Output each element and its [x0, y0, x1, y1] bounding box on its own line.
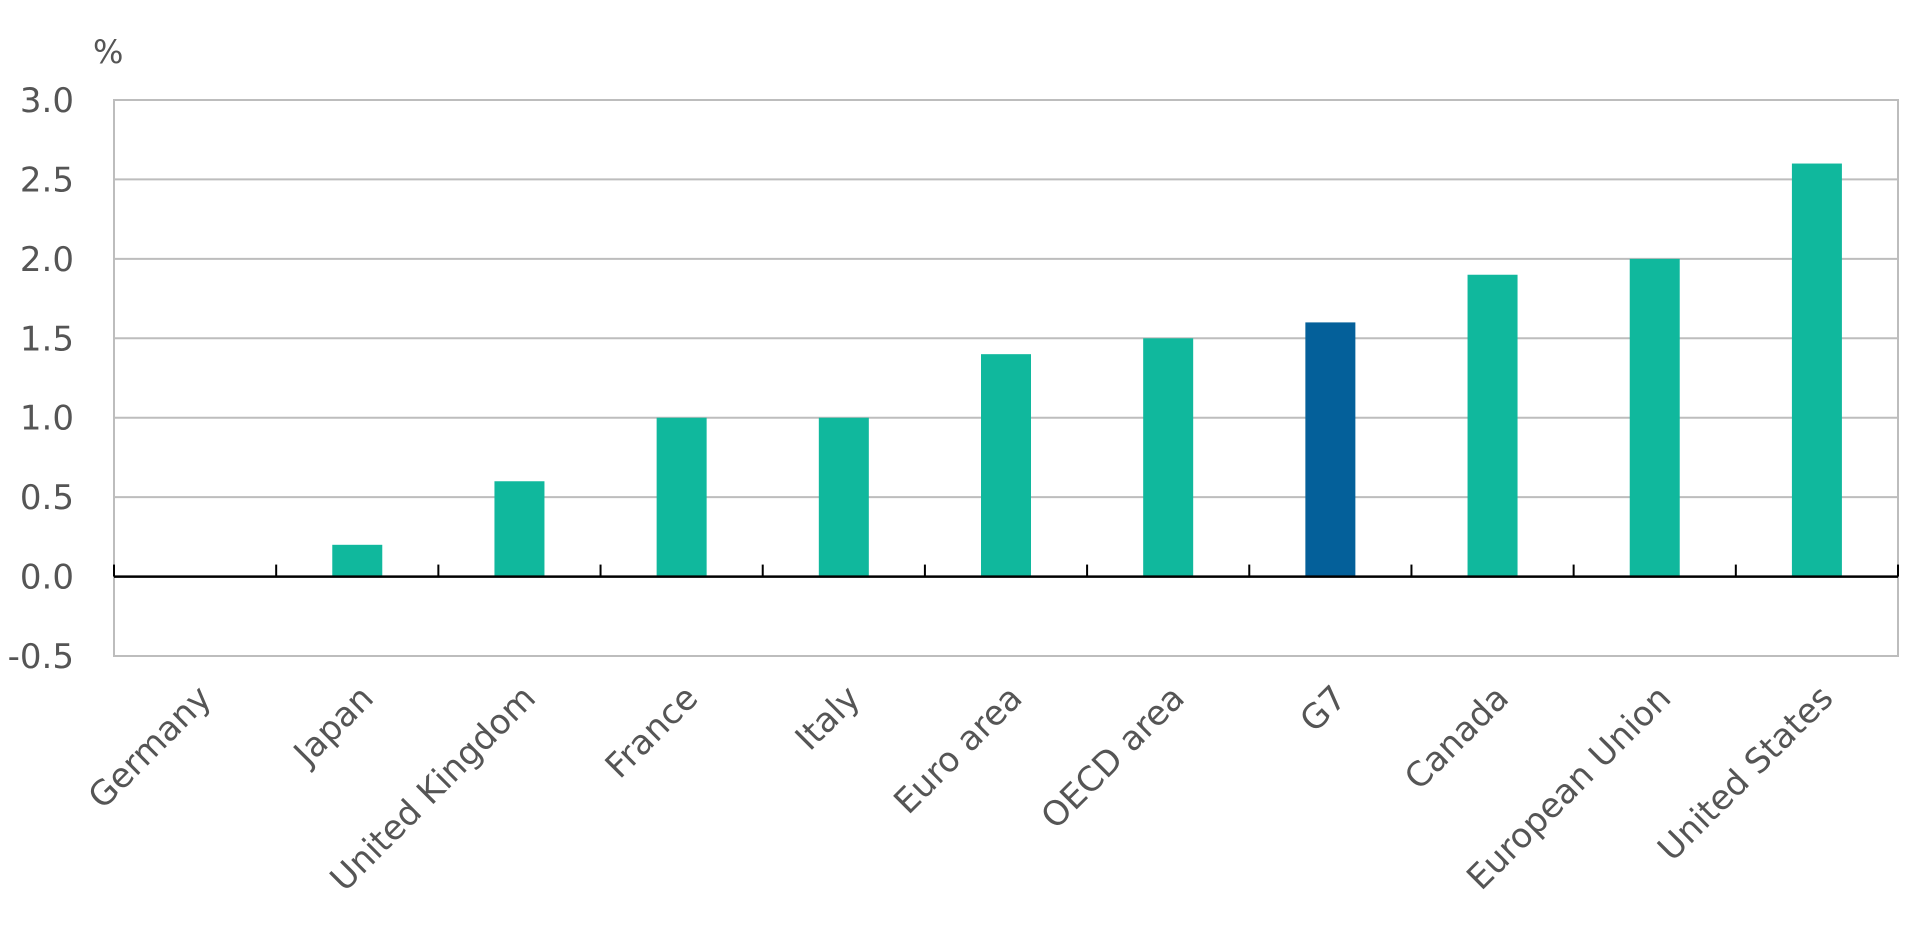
bar-united-states	[1791, 163, 1842, 577]
bar-united-kingdom	[494, 481, 545, 577]
x-category-label: Canada	[1397, 678, 1517, 798]
bar-japan	[332, 544, 383, 577]
y-tick-label: 0.5	[20, 478, 74, 518]
y-tick-label: -0.5	[8, 637, 74, 677]
y-tick-label: 2.0	[20, 240, 74, 280]
x-category-label: United States	[1650, 678, 1841, 869]
y-tick-labels: 3.0 2.5 2.0 1.5 1.0 0.5 0.0 -0.5	[8, 81, 74, 677]
y-tick-label: 0.0	[20, 558, 74, 598]
x-category-label: Germany	[81, 678, 220, 817]
bar-italy	[818, 417, 869, 577]
bar-france	[656, 417, 707, 577]
x-category-label: Japan	[285, 678, 382, 775]
y-tick-label: 2.5	[20, 160, 74, 200]
y-axis-unit-label: %	[93, 33, 123, 71]
bar-european-union	[1629, 258, 1680, 577]
x-category-label: France	[598, 678, 706, 786]
y-tick-label: 3.0	[20, 81, 74, 121]
y-tick-label: 1.5	[20, 319, 74, 359]
bars	[332, 163, 1842, 577]
plot-area-border	[113, 99, 1899, 657]
bar-g7	[1305, 322, 1356, 577]
axes	[113, 564, 1899, 578]
x-category-label: G7	[1293, 678, 1355, 740]
bar-euro-area	[981, 354, 1031, 577]
y-tick-label: 1.0	[20, 399, 74, 439]
x-category-label: Euro area	[886, 678, 1030, 822]
x-category-label: Italy	[788, 678, 868, 758]
bar-canada	[1467, 274, 1518, 577]
x-category-label: OECD area	[1034, 678, 1193, 837]
bar-oecd-area	[1143, 338, 1194, 577]
